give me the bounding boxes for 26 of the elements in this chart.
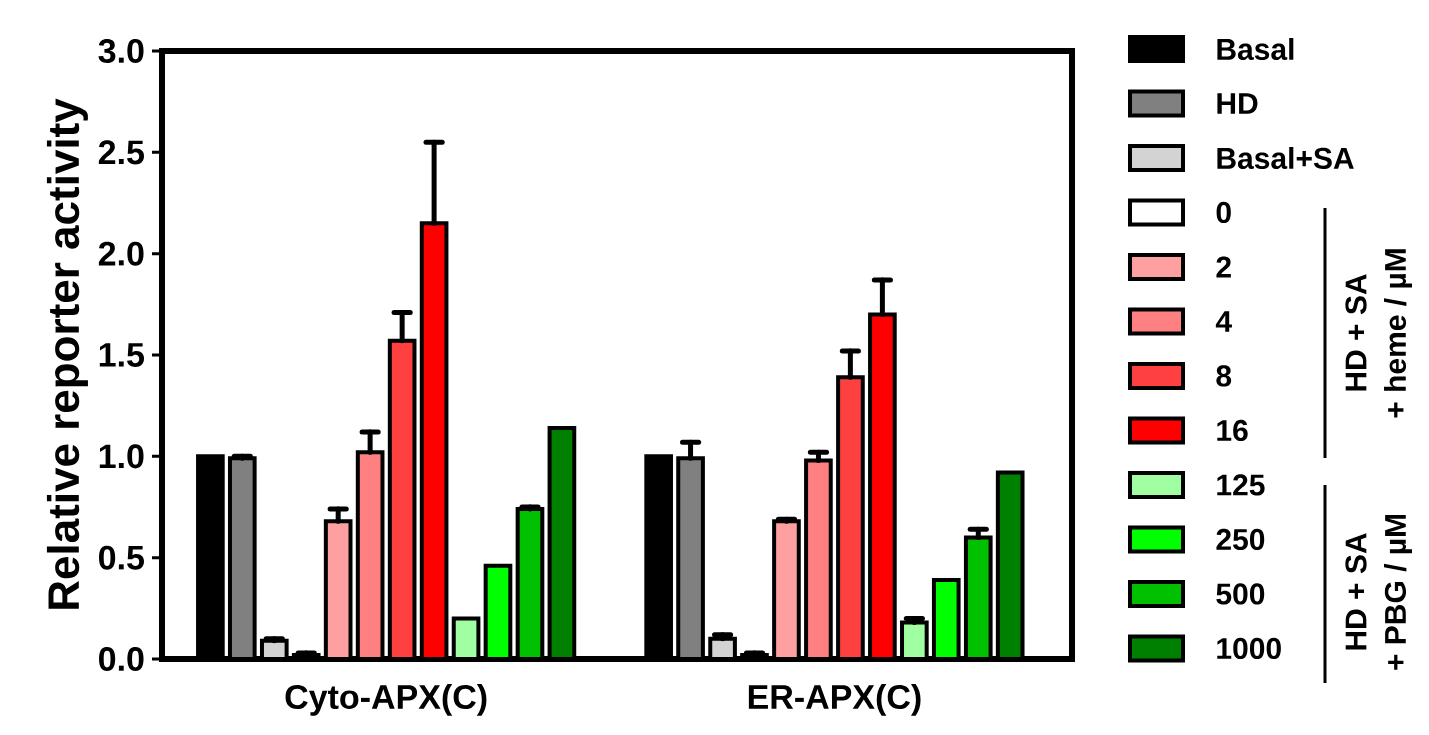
legend-label: 2	[1216, 256, 1231, 278]
x-tick-label: Cyto-APX(C)	[285, 684, 487, 716]
legend-label: 125	[1217, 474, 1265, 496]
y-tick-label: 0.5	[99, 545, 144, 570]
legend-label: 1000	[1217, 637, 1281, 660]
text: HD + SA	[1345, 533, 1367, 650]
x-tick-label: ER-APX(C)	[748, 684, 921, 716]
y-axis-title: Relative reporter activity	[46, 98, 88, 609]
y-tick-label: 3.0	[98, 38, 144, 64]
legend-label: 500	[1216, 583, 1265, 605]
legend-label: 8	[1216, 365, 1232, 387]
legend-label: 0	[1216, 201, 1231, 224]
y-tick-label: 0.0	[99, 646, 144, 672]
legend-label: 250	[1216, 528, 1265, 551]
legend-label: 16	[1217, 419, 1248, 442]
text: + heme / µM	[1384, 249, 1412, 418]
legend-label: HD	[1217, 93, 1258, 114]
legend-label: 4	[1215, 311, 1232, 332]
legend-label: Basal	[1217, 37, 1294, 60]
y-tick-label: 1.5	[99, 343, 144, 367]
text: + PBG / µM	[1384, 514, 1412, 670]
text: HD + SA	[1345, 274, 1367, 391]
y-tick-label: 1.0	[99, 444, 144, 469]
y-tick-label: 2.0	[98, 241, 144, 266]
y-tick-label: 2.5	[98, 140, 144, 165]
legend-label: Basal+SA	[1217, 146, 1354, 169]
